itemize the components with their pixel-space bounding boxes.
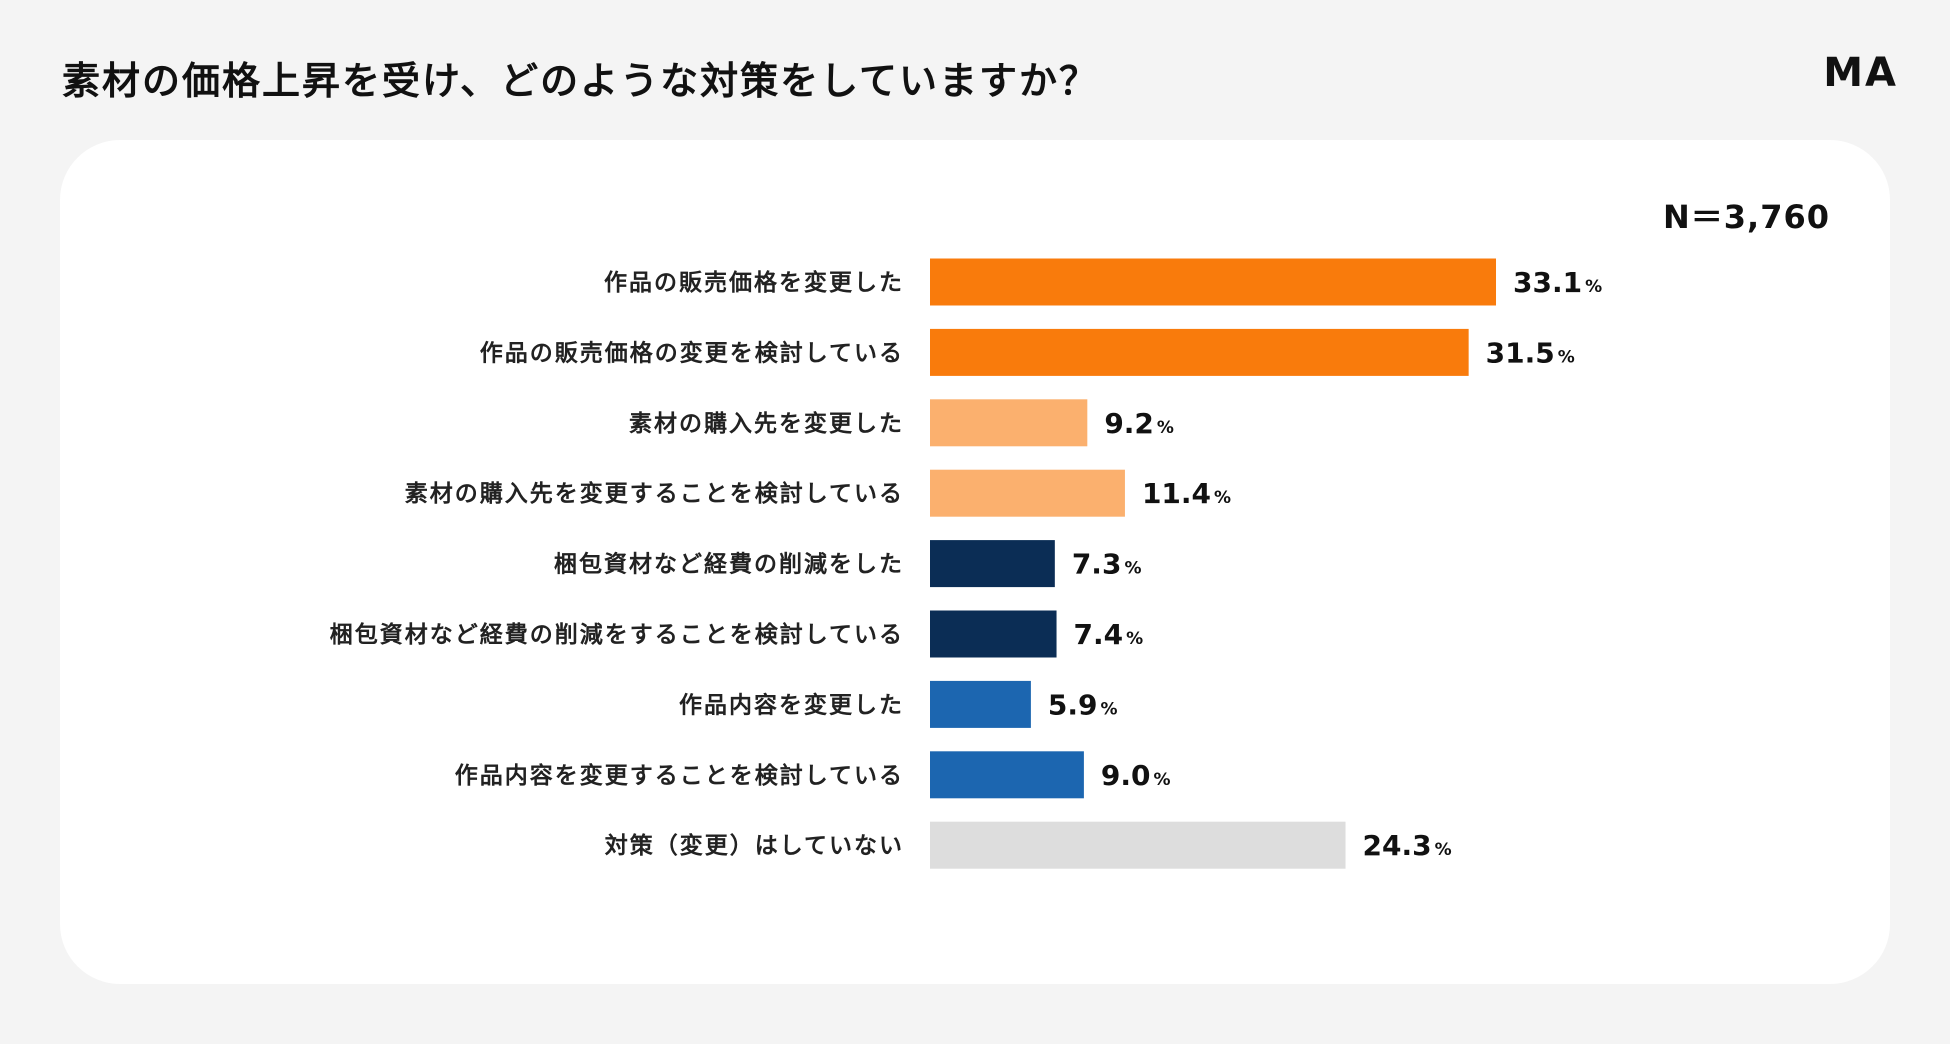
category-label: 作品内容を変更した <box>679 691 904 718</box>
category-label: 作品の販売価格を変更した <box>604 269 904 296</box>
bar <box>930 610 1057 658</box>
category-label: 対策（変更）はしていない <box>605 832 904 859</box>
category-label: 梱包資材など経費の削減をすることを検討している <box>330 621 904 648</box>
value-label: 7.3% <box>1072 548 1142 581</box>
value-label: 9.0% <box>1101 759 1171 792</box>
value-label: 33.1% <box>1513 266 1602 299</box>
category-label: 梱包資材など経費の削減をした <box>554 551 904 578</box>
value-label: 5.9% <box>1048 688 1118 721</box>
bar <box>930 399 1088 447</box>
brand-logo: MA <box>1823 50 1898 96</box>
category-label: 作品内容を変更することを検討している <box>455 762 904 789</box>
category-label: 素材の購入先を変更することを検討している <box>405 480 904 507</box>
page-title: 素材の価格上昇を受け、どのような対策をしていますか？ <box>62 59 1099 103</box>
bar <box>930 680 1031 728</box>
bar <box>930 469 1125 517</box>
bar <box>930 751 1084 799</box>
category-label: 作品の販売価格の変更を検討している <box>480 339 904 366</box>
bar <box>930 258 1497 306</box>
value-label: 7.4% <box>1074 618 1144 651</box>
category-label: 素材の購入先を変更した <box>629 410 904 437</box>
value-label: 9.2% <box>1104 407 1174 440</box>
value-label: 11.4% <box>1142 477 1231 510</box>
bar-chart: 作品の販売価格を変更した 33.1 % 作品の販売価格の変更を検討している 31.5 % 素… <box>330 258 1602 869</box>
chart-card: N＝3,760 作品の販売価格を変更した 33.1% 作品の販売価格の変更を検討して… <box>60 140 1890 984</box>
value-label: 24.3% <box>1363 829 1452 862</box>
bar <box>930 328 1469 376</box>
bar <box>930 540 1055 588</box>
value-label: 31.5% <box>1486 336 1575 369</box>
sample-size-label: N＝3,760 <box>1662 198 1830 236</box>
bar <box>930 821 1346 869</box>
